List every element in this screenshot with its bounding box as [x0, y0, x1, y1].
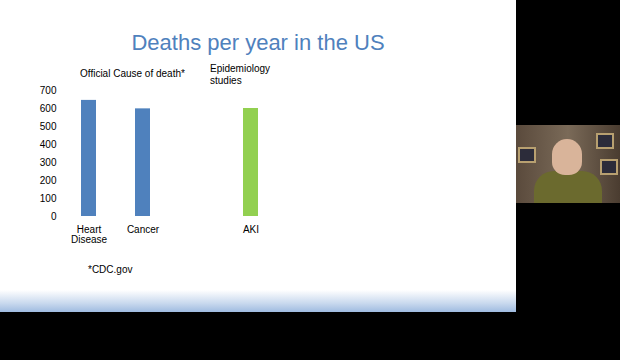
svg-text:100: 100: [40, 193, 57, 204]
svg-text:600: 600: [40, 103, 57, 114]
svg-text:500: 500: [40, 121, 57, 132]
svg-text:400: 400: [40, 139, 57, 150]
svg-text:AKI: AKI: [243, 224, 259, 235]
svg-text:300: 300: [40, 157, 57, 168]
svg-text:200: 200: [40, 175, 57, 186]
svg-text:700: 700: [40, 85, 57, 96]
html-text:Official Cause of death*: Official Cause of death*: [80, 68, 185, 79]
html-text:*CDC.gov: *CDC.gov: [88, 264, 133, 275]
svg-text:0: 0: [51, 211, 57, 222]
html-text:Deaths per year in the US: Deaths per year in the US: [131, 30, 385, 55]
html-text:Epidemiology studies: Epidemiology studies: [210, 63, 270, 86]
svg-text:HeartDisease: HeartDisease: [71, 224, 108, 245]
svg-text:Cancer: Cancer: [127, 224, 160, 235]
